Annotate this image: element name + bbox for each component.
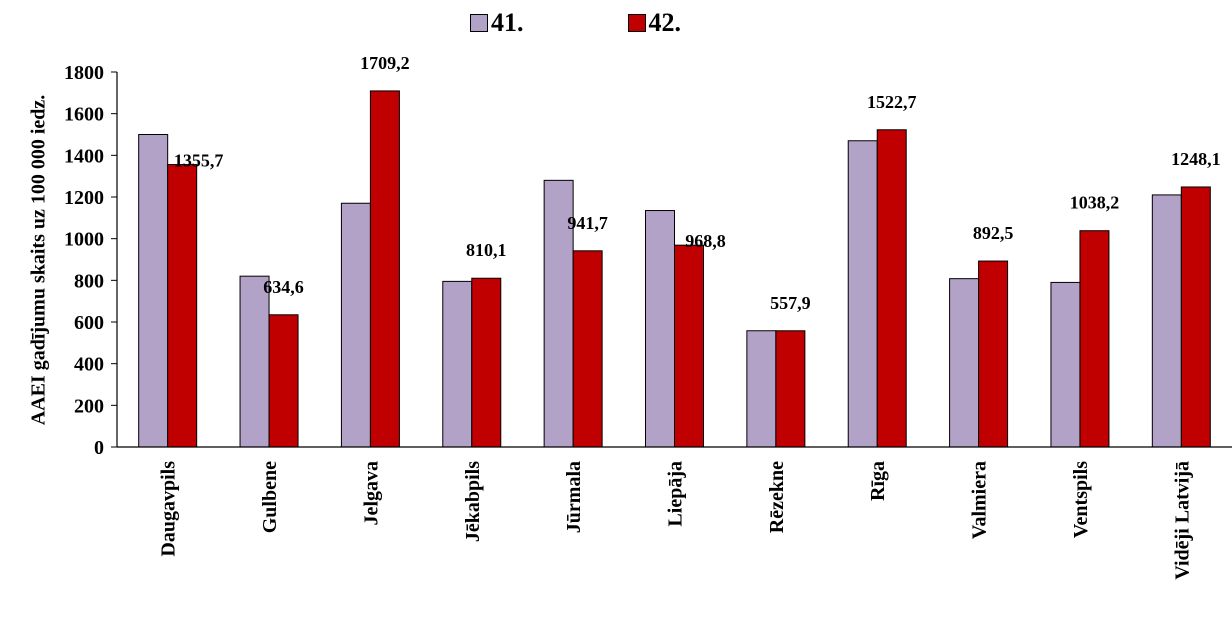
data-label: 1355,7: [174, 151, 224, 171]
data-label: 941,7: [567, 213, 608, 233]
data-label: 1038,2: [1070, 193, 1120, 213]
data-label: 1522,7: [867, 92, 917, 112]
y-tick-label: 1800: [64, 62, 104, 84]
bar-series-1: [1050, 281, 1081, 448]
data-label: 1248,1: [1171, 149, 1221, 169]
x-tick-label: Liepāja: [665, 461, 687, 527]
legend-swatch-series-2: [627, 14, 646, 32]
x-tick-label: Jelgava: [360, 461, 382, 525]
y-tick-label: 1400: [64, 145, 104, 167]
x-tick-label: Jēkabpils: [462, 461, 484, 542]
y-tick-label: 0: [94, 437, 104, 459]
bar-series-1: [340, 202, 371, 448]
y-tick-label: 600: [74, 312, 104, 334]
data-label: 634,6: [263, 277, 304, 297]
x-tick-label: Ventspils: [1070, 461, 1092, 538]
bar-series-1: [746, 330, 777, 448]
x-tick-label: Valmiera: [969, 461, 991, 539]
y-tick-label: 1200: [64, 187, 104, 209]
legend-label-series-2: 42.: [648, 8, 682, 37]
bar-series-1: [1151, 194, 1182, 448]
x-tick-label: Gulbene: [259, 461, 281, 533]
bar-series-1: [442, 280, 473, 448]
x-tick-label: Daugavpils: [158, 461, 180, 557]
bar-series-2: [1079, 230, 1110, 448]
y-tick-label: 200: [74, 395, 104, 417]
legend-item-series-1: 41.: [470, 8, 524, 38]
bar-series-1: [239, 275, 270, 448]
data-label: 892,5: [973, 223, 1014, 243]
bar-series-1: [138, 134, 169, 448]
bar-series-2: [369, 90, 400, 448]
data-label: 557,9: [770, 293, 811, 313]
x-tick-label: Vidēji Latvijā: [1171, 461, 1193, 580]
bar-series-2: [876, 129, 907, 448]
bar-series-2: [978, 260, 1009, 448]
y-tick-label: 400: [74, 354, 104, 376]
y-tick-label: 800: [74, 270, 104, 292]
bar-series-1: [543, 179, 574, 448]
bar-series-1: [847, 140, 878, 448]
chart-legend: 41. 42.: [470, 8, 785, 38]
bar-series-2: [167, 164, 198, 448]
x-tick-label: Rēzekne: [766, 461, 788, 533]
y-tick-label: 1000: [64, 229, 104, 251]
data-label: 968,8: [685, 231, 726, 251]
x-tick-label: Jūrmala: [563, 461, 585, 533]
data-label: 1709,2: [360, 53, 410, 73]
bar-series-1: [949, 278, 980, 448]
bar-series-2: [572, 250, 603, 448]
bar-series-2: [268, 314, 299, 448]
bar-series-2: [471, 277, 502, 448]
bar-series-2: [674, 244, 704, 448]
y-tick-label: 1600: [64, 104, 104, 126]
legend-label-series-1: 41.: [491, 8, 524, 37]
x-tick-label: Rīga: [867, 461, 889, 501]
bar-series-2: [1180, 186, 1211, 448]
data-label: 810,1: [466, 240, 507, 260]
bar-series-2: [775, 330, 806, 448]
legend-item-series-2: 42.: [627, 8, 682, 38]
legend-swatch-series-1: [470, 14, 488, 32]
bar-series-1: [645, 210, 675, 448]
